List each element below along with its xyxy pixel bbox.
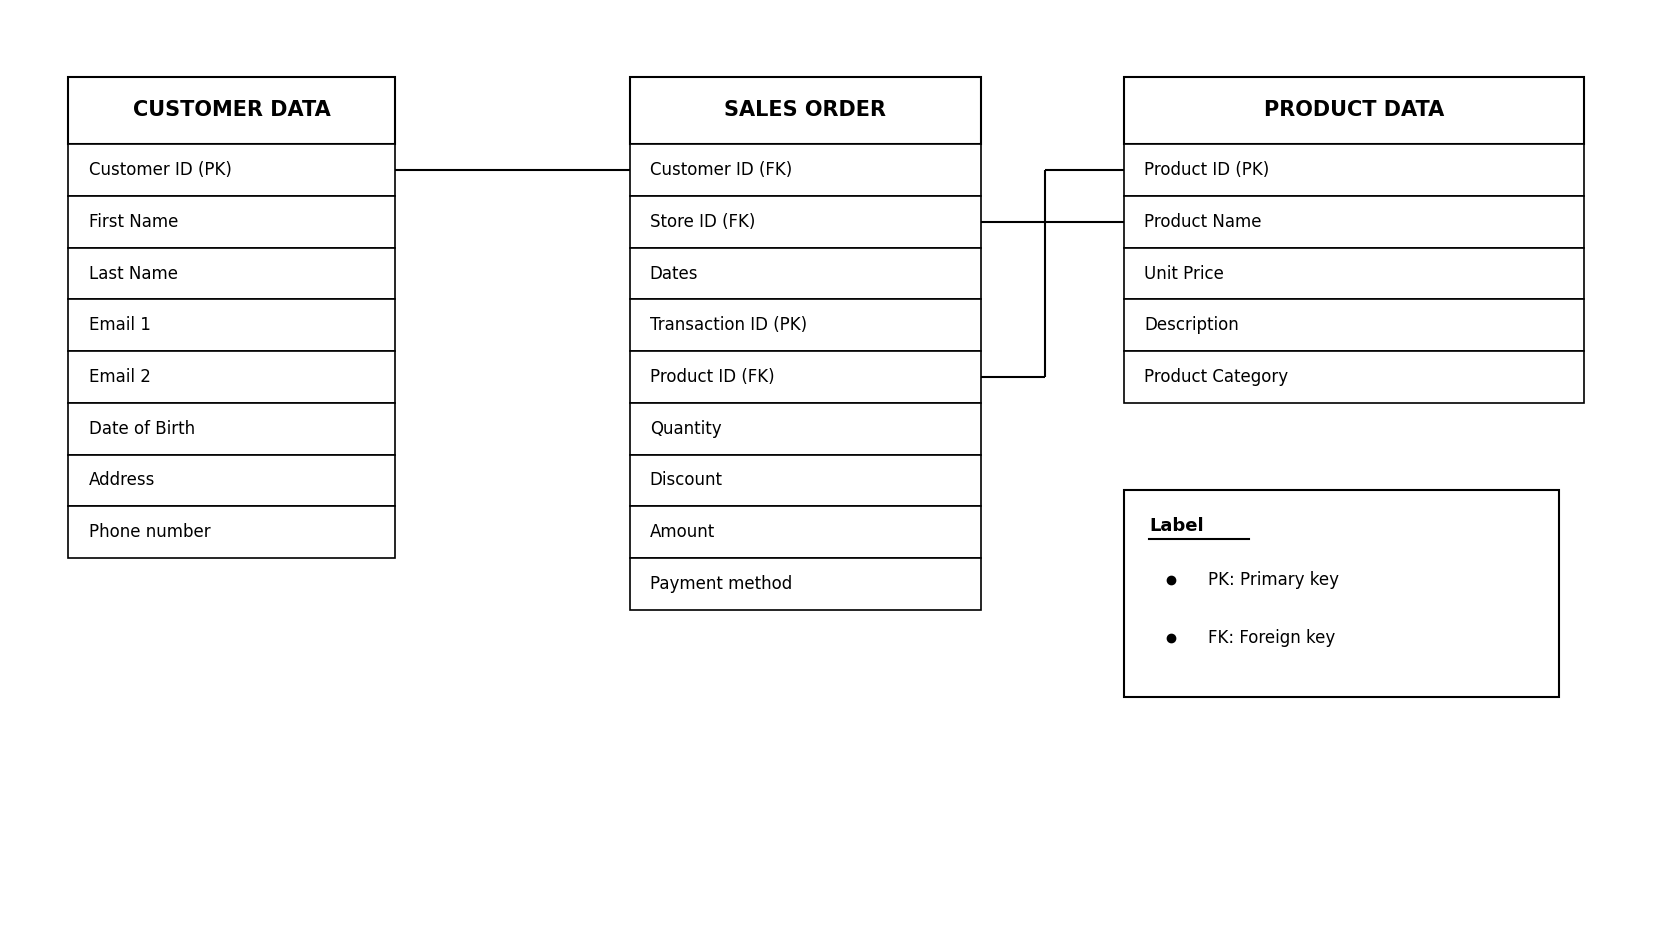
FancyBboxPatch shape xyxy=(629,506,982,558)
Text: Quantity: Quantity xyxy=(649,420,722,438)
Text: Email 1: Email 1 xyxy=(89,316,151,335)
FancyBboxPatch shape xyxy=(69,300,394,351)
FancyBboxPatch shape xyxy=(1124,76,1584,144)
Text: Email 2: Email 2 xyxy=(89,368,151,386)
FancyBboxPatch shape xyxy=(69,506,394,558)
Text: PK: Primary key: PK: Primary key xyxy=(1208,571,1339,588)
FancyBboxPatch shape xyxy=(1124,490,1559,697)
FancyBboxPatch shape xyxy=(629,248,982,300)
Text: Amount: Amount xyxy=(649,523,715,541)
FancyBboxPatch shape xyxy=(69,76,394,144)
FancyBboxPatch shape xyxy=(629,351,982,403)
Text: Last Name: Last Name xyxy=(89,265,178,283)
Text: Dates: Dates xyxy=(649,265,698,283)
FancyBboxPatch shape xyxy=(629,76,982,144)
FancyBboxPatch shape xyxy=(1124,248,1584,300)
Text: Address: Address xyxy=(89,472,154,489)
Text: Payment method: Payment method xyxy=(649,575,792,593)
FancyBboxPatch shape xyxy=(1124,300,1584,351)
Text: Customer ID (PK): Customer ID (PK) xyxy=(89,161,232,179)
FancyBboxPatch shape xyxy=(629,403,982,455)
Text: First Name: First Name xyxy=(89,213,178,231)
FancyBboxPatch shape xyxy=(69,403,394,455)
FancyBboxPatch shape xyxy=(629,300,982,351)
FancyBboxPatch shape xyxy=(69,144,394,196)
FancyBboxPatch shape xyxy=(1124,144,1584,196)
Text: Product Category: Product Category xyxy=(1144,368,1289,386)
Text: PRODUCT DATA: PRODUCT DATA xyxy=(1264,101,1445,121)
Text: Phone number: Phone number xyxy=(89,523,210,541)
Text: Transaction ID (PK): Transaction ID (PK) xyxy=(649,316,807,335)
FancyBboxPatch shape xyxy=(1124,351,1584,403)
Text: Customer ID (FK): Customer ID (FK) xyxy=(649,161,792,179)
FancyBboxPatch shape xyxy=(1124,196,1584,248)
Text: SALES ORDER: SALES ORDER xyxy=(725,101,886,121)
FancyBboxPatch shape xyxy=(629,558,982,610)
Text: Date of Birth: Date of Birth xyxy=(89,420,195,438)
Text: Unit Price: Unit Price xyxy=(1144,265,1223,283)
FancyBboxPatch shape xyxy=(69,248,394,300)
Text: Product Name: Product Name xyxy=(1144,213,1262,231)
FancyBboxPatch shape xyxy=(629,196,982,248)
FancyBboxPatch shape xyxy=(69,351,394,403)
Text: CUSTOMER DATA: CUSTOMER DATA xyxy=(133,101,331,121)
FancyBboxPatch shape xyxy=(69,196,394,248)
Text: Description: Description xyxy=(1144,316,1238,335)
Text: Product ID (FK): Product ID (FK) xyxy=(649,368,774,386)
Text: Product ID (PK): Product ID (PK) xyxy=(1144,161,1269,179)
Text: FK: Foreign key: FK: Foreign key xyxy=(1208,629,1334,647)
FancyBboxPatch shape xyxy=(629,455,982,506)
Text: Discount: Discount xyxy=(649,472,723,489)
Text: Store ID (FK): Store ID (FK) xyxy=(649,213,755,231)
FancyBboxPatch shape xyxy=(629,144,982,196)
FancyBboxPatch shape xyxy=(69,455,394,506)
Text: Label: Label xyxy=(1149,517,1203,535)
